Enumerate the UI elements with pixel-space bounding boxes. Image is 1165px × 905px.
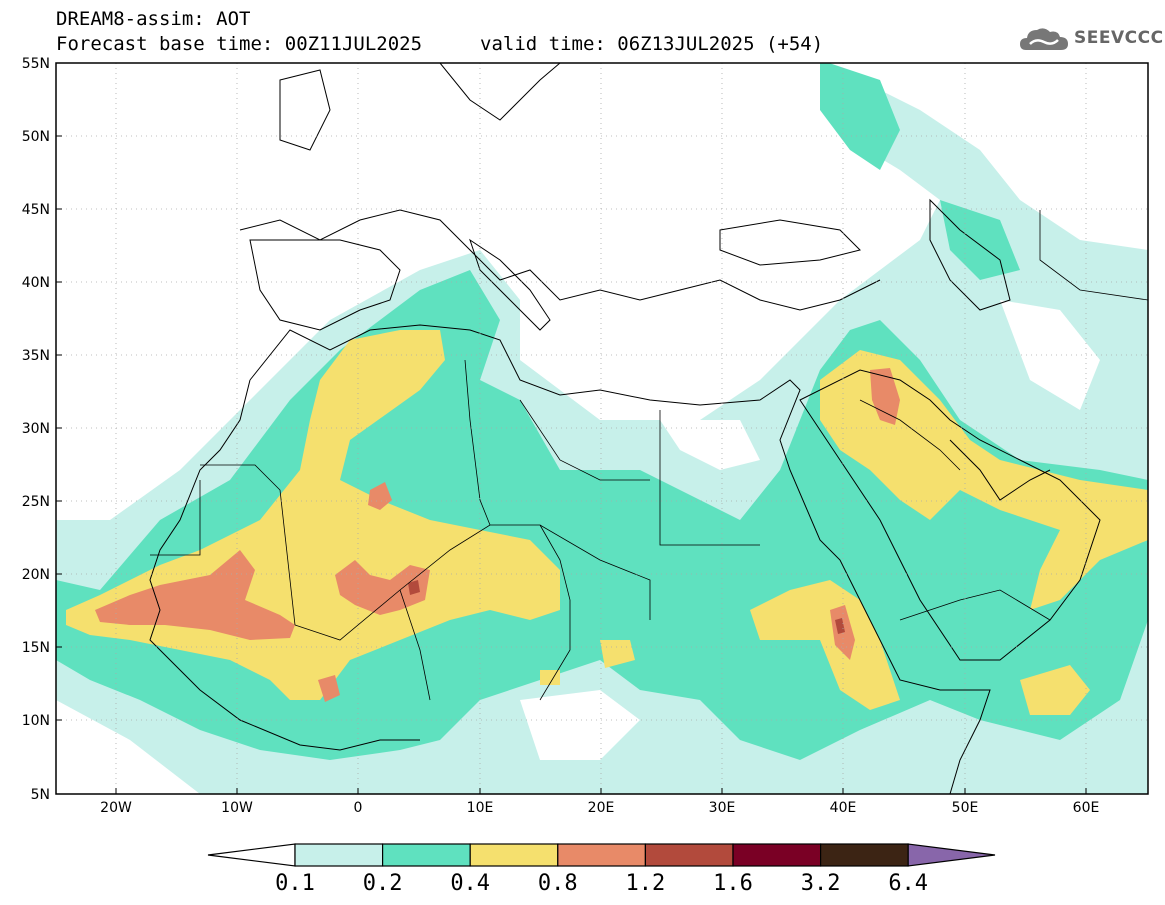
- borders: [150, 210, 1148, 701]
- seevccc-logo: SEEVCCC: [1018, 24, 1163, 56]
- lat-label: 20N: [22, 567, 50, 583]
- colorbar-tick-label: 1.6: [713, 871, 753, 896]
- colorbar-swatch: [294, 843, 384, 867]
- colorbar-swatch: [557, 843, 646, 867]
- valid-time: valid time: 06Z13JUL2025 (+54): [480, 33, 824, 55]
- arabia: [799, 369, 1101, 661]
- italy: [469, 238, 551, 331]
- africa-coast: [249, 324, 991, 794]
- colorbar-swatch: [819, 843, 909, 867]
- colorbar-tick-label: 1.2: [625, 871, 666, 896]
- colorbar-tick-label: 0.1: [275, 871, 315, 896]
- colorbar-under-arrow: [207, 843, 296, 867]
- cloud-icon: [1020, 28, 1068, 50]
- colorbar-tick-label: 0.2: [362, 871, 403, 896]
- europe-coast: [239, 209, 881, 311]
- colorbar-over-arrow: [907, 843, 996, 867]
- lon-label: 30E: [709, 800, 736, 816]
- lat-label: 40N: [22, 275, 50, 291]
- colorbar-tick-label: 0.8: [537, 871, 578, 896]
- lon-label: 20W: [100, 800, 132, 816]
- ticks: [56, 62, 1087, 794]
- lon-label: 10W: [221, 800, 253, 816]
- lon-label: 20E: [588, 800, 615, 816]
- lat-label: 50N: [22, 129, 50, 145]
- aot-band-0.8: [95, 550, 295, 640]
- lon-label: 40E: [830, 800, 857, 816]
- graticule: [56, 63, 1148, 794]
- colorbar-tick-label: 3.2: [800, 871, 841, 896]
- forecast-base-time: Forecast base time: 00Z11JUL2025: [56, 33, 423, 55]
- lat-label: 5N: [31, 787, 50, 803]
- lon-label: 0: [354, 800, 363, 816]
- colorbar-swatch: [644, 843, 734, 867]
- lon-label: 50E: [952, 800, 979, 816]
- lat-labels: 55N 50N 45N 40N 35N 30N 25N 20N 15N 10N …: [22, 56, 50, 803]
- colorbar-swatch: [469, 843, 559, 867]
- colorbar-tick-label: 0.4: [450, 871, 491, 896]
- lat-label: 25N: [22, 494, 50, 510]
- scandinavia: [439, 63, 561, 121]
- black-sea: [719, 219, 861, 266]
- lat-label: 35N: [22, 348, 50, 364]
- colorbar-swatch: [382, 843, 471, 867]
- colorbar: [207, 843, 996, 867]
- colorbar-swatch: [732, 843, 822, 867]
- aot-band-1.2: [408, 580, 420, 595]
- map-title: DREAM8-assim: AOT: [56, 8, 251, 30]
- lon-labels: 20W 10W 0 10E 20E 30E 40E 50E 60E: [100, 800, 1099, 816]
- lat-label: 55N: [22, 56, 50, 72]
- iberia: [249, 239, 401, 331]
- aot-shading: [56, 63, 1148, 794]
- coastlines: [149, 63, 1101, 794]
- lon-label: 60E: [1073, 800, 1100, 816]
- logo-text: SEEVCCC: [1074, 28, 1164, 48]
- colorbar-tick-label: 6.4: [888, 871, 929, 896]
- lat-label: 30N: [22, 421, 50, 437]
- lat-label: 15N: [22, 640, 50, 656]
- lat-label: 45N: [22, 202, 50, 218]
- lat-label: 10N: [22, 713, 50, 729]
- west-africa-coast: [149, 379, 420, 751]
- gulf: [949, 439, 1051, 501]
- caspian: [929, 198, 1011, 311]
- british-isles: [279, 69, 331, 151]
- lon-label: 10E: [467, 800, 494, 816]
